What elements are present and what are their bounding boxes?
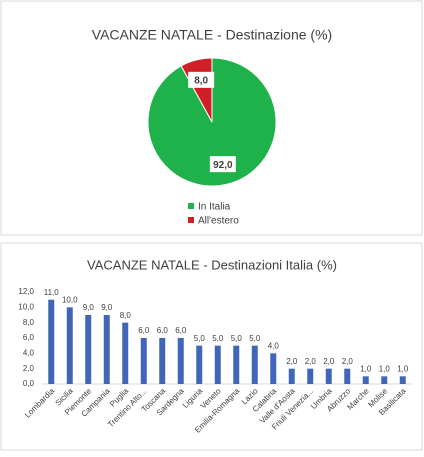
bar [66, 307, 73, 384]
legend-label: In Italia [198, 202, 231, 213]
data-label: 2,0 [305, 357, 317, 366]
data-label: 2,0 [323, 357, 335, 366]
legend-label: All'estero [198, 216, 239, 227]
bar [103, 315, 110, 384]
bar [233, 345, 240, 384]
data-label: 92,0 [213, 160, 233, 171]
data-label: 4,0 [268, 341, 280, 350]
data-label: 1,0 [397, 364, 409, 373]
bar [307, 368, 314, 384]
data-label: 9,0 [83, 303, 95, 312]
chart-title: VACANZE NATALE - Destinazione (%) [92, 27, 332, 43]
bar [344, 368, 351, 384]
bar [381, 376, 388, 384]
label-box [209, 156, 236, 173]
bar [140, 338, 147, 384]
data-label: 11,0 [44, 288, 60, 297]
y-tick-label: 6,0 [23, 333, 35, 342]
data-label: 9,0 [101, 303, 113, 312]
legend-swatch [188, 203, 194, 209]
data-label: 8,0 [120, 311, 132, 320]
data-label: 2,0 [286, 357, 298, 366]
y-tick-label: 8,0 [23, 318, 35, 327]
y-tick-label: 2,0 [23, 364, 35, 373]
bar [159, 338, 166, 384]
data-label: 2,0 [342, 357, 354, 366]
bar [85, 315, 92, 384]
bar [251, 345, 258, 384]
data-label: 8,0 [194, 75, 208, 86]
data-label: 1,0 [360, 364, 372, 373]
bar [270, 353, 277, 384]
bar [362, 376, 369, 384]
bar [288, 368, 295, 384]
bar [214, 345, 221, 384]
y-tick-label: 4,0 [23, 348, 35, 357]
label-box [188, 71, 215, 88]
data-label: 6,0 [157, 326, 169, 335]
data-label: 10,0 [62, 295, 78, 304]
bar [177, 338, 184, 384]
bar [122, 322, 129, 384]
y-tick-label: 0,0 [23, 379, 35, 388]
legend-swatch [188, 217, 194, 223]
bar [196, 345, 203, 384]
chart-title: VACANZE NATALE - Destinazioni Italia (%) [87, 257, 337, 272]
y-tick-label: 10,0 [18, 302, 34, 311]
data-label: 5,0 [231, 334, 243, 343]
data-label: 6,0 [138, 326, 150, 335]
data-label: 5,0 [194, 334, 206, 343]
bar [48, 299, 55, 384]
data-label: 6,0 [175, 326, 187, 335]
data-label: 1,0 [379, 364, 391, 373]
bar [399, 376, 406, 384]
bar [325, 368, 332, 384]
data-label: 5,0 [212, 334, 224, 343]
data-label: 5,0 [249, 334, 261, 343]
y-tick-label: 12,0 [18, 287, 34, 296]
